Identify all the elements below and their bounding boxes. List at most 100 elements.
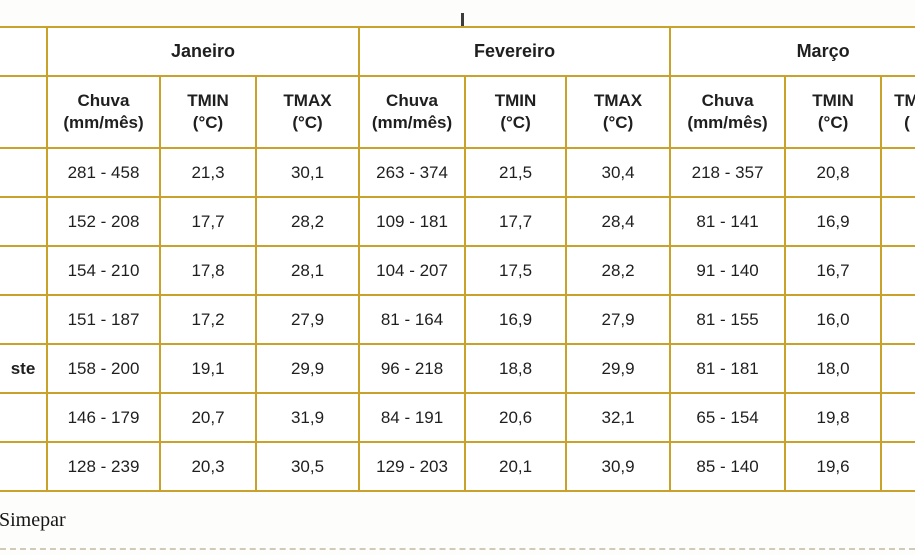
- data-cell: 158 - 200: [46, 343, 161, 394]
- row-label-cell: [0, 147, 48, 198]
- column-header-line: (°C): [192, 113, 224, 132]
- data-cell: 16,0: [784, 294, 883, 345]
- data-cell: 281 - 458: [46, 147, 161, 198]
- column-header: TMIN (°C): [784, 75, 883, 149]
- row-label-cell: [0, 294, 48, 345]
- data-cell: 21,3: [159, 147, 257, 198]
- data-cell: 146 - 179: [46, 392, 161, 443]
- climate-table: Janeiro Fevereiro Março Chuva (mm/mês) T…: [0, 26, 915, 492]
- column-header: Chuva (mm/mês): [46, 75, 161, 149]
- column-header-line: (°C): [292, 113, 323, 132]
- data-cell: 17,7: [464, 196, 568, 247]
- data-cell: 2: [880, 343, 915, 394]
- data-cell: 28,4: [565, 196, 672, 247]
- data-cell: 19,8: [784, 392, 883, 443]
- column-header-line: (°C): [817, 113, 849, 132]
- data-cell: 27,9: [565, 294, 672, 345]
- data-cell: 30,1: [254, 147, 361, 198]
- row-label-cell: ste: [0, 343, 48, 394]
- column-header-line: TMAX: [283, 91, 332, 111]
- row-label-cell: [0, 245, 48, 296]
- column-header: Chuva (mm/mês): [669, 75, 787, 149]
- data-cell: 19,1: [159, 343, 257, 394]
- month-header: Março: [669, 26, 915, 77]
- column-header: TMAX (°C): [565, 75, 672, 149]
- data-cell: 91 - 140: [669, 245, 787, 296]
- data-cell: 31,9: [254, 392, 361, 443]
- data-cell: 2: [880, 245, 915, 296]
- data-cell: 152 - 208: [46, 196, 161, 247]
- table-row: 154 - 210 17,8 28,1 104 - 207 17,5 28,2 …: [0, 245, 915, 296]
- column-header-line: TMIN: [494, 91, 537, 111]
- data-cell: 2: [880, 147, 915, 198]
- column-header-line: (mm/mês): [63, 113, 144, 132]
- table-row: 128 - 239 20,3 30,5 129 - 203 20,1 30,9 …: [0, 441, 915, 492]
- data-cell: 28,2: [565, 245, 672, 296]
- data-cell: 81 - 155: [669, 294, 787, 345]
- data-cell: 263 - 374: [358, 147, 467, 198]
- column-header-row: Chuva (mm/mês) TMIN (°C) TMAX (°C) Chuva…: [0, 75, 915, 149]
- data-cell: 2: [880, 294, 915, 345]
- row-label-cell: [0, 196, 48, 247]
- data-cell: 18,8: [464, 343, 568, 394]
- corner-cell: [0, 26, 48, 77]
- data-cell: 109 - 181: [358, 196, 467, 247]
- table-row: 151 - 187 17,2 27,9 81 - 164 16,9 27,9 8…: [0, 294, 915, 345]
- corner-cell: [0, 75, 48, 149]
- column-header: TMIN (°C): [464, 75, 568, 149]
- column-header-line: TMIN: [187, 91, 229, 111]
- column-header-line: (: [904, 113, 910, 132]
- data-cell: 81 - 181: [669, 343, 787, 394]
- data-cell: 19,6: [784, 441, 883, 492]
- column-header-line: Chuva: [77, 91, 130, 111]
- data-cell: 27,9: [254, 294, 361, 345]
- data-cell: 29,9: [254, 343, 361, 394]
- data-cell: 2: [880, 196, 915, 247]
- data-cell: 20,1: [464, 441, 568, 492]
- data-cell: 18,0: [784, 343, 883, 394]
- data-cell: 17,5: [464, 245, 568, 296]
- data-cell: 151 - 187: [46, 294, 161, 345]
- row-label-cell: [0, 392, 48, 443]
- table-row: 281 - 458 21,3 30,1 263 - 374 21,5 30,4 …: [0, 147, 915, 198]
- column-header: TMIN (°C): [159, 75, 257, 149]
- data-cell: 81 - 141: [669, 196, 787, 247]
- column-header-line: (mm/mês): [687, 113, 768, 132]
- data-cell: 20,7: [159, 392, 257, 443]
- month-header: Fevereiro: [358, 26, 672, 77]
- data-cell: 104 - 207: [358, 245, 467, 296]
- data-cell: 129 - 203: [358, 441, 467, 492]
- table-row: 152 - 208 17,7 28,2 109 - 181 17,7 28,4 …: [0, 196, 915, 247]
- table-row: 146 - 179 20,7 31,9 84 - 191 20,6 32,1 6…: [0, 392, 915, 443]
- column-header: Chuva (mm/mês): [358, 75, 467, 149]
- data-cell: 154 - 210: [46, 245, 161, 296]
- table-row: ste 158 - 200 19,1 29,9 96 - 218 18,8 29…: [0, 343, 915, 394]
- data-cell: 20,3: [159, 441, 257, 492]
- column-header-line: (mm/mês): [371, 113, 453, 132]
- column-header-line: TMAX: [593, 91, 643, 111]
- crop-artifact-tick: [461, 13, 464, 28]
- data-cell: 65 - 154: [669, 392, 787, 443]
- data-cell: 20,6: [464, 392, 568, 443]
- column-header-line: TMIN: [812, 91, 854, 111]
- data-cell: 3: [880, 441, 915, 492]
- next-element-edge-line: [0, 548, 915, 550]
- data-cell: 28,1: [254, 245, 361, 296]
- source-note: Simepar: [0, 509, 66, 531]
- row-label-cell: [0, 441, 48, 492]
- data-cell: 218 - 357: [669, 147, 787, 198]
- data-cell: 81 - 164: [358, 294, 467, 345]
- data-cell: 3: [880, 392, 915, 443]
- data-cell: 84 - 191: [358, 392, 467, 443]
- data-cell: 30,5: [254, 441, 361, 492]
- month-header: Janeiro: [45, 26, 361, 77]
- data-cell: 20,8: [784, 147, 883, 198]
- data-cell: 28,2: [254, 196, 361, 247]
- data-cell: 32,1: [565, 392, 672, 443]
- column-header: TMAX (°C): [254, 75, 361, 149]
- data-cell: 128 - 239: [46, 441, 161, 492]
- data-cell: 21,5: [464, 147, 568, 198]
- column-header-line: (°C): [500, 113, 531, 132]
- table-viewport: Janeiro Fevereiro Março Chuva (mm/mês) T…: [0, 26, 915, 506]
